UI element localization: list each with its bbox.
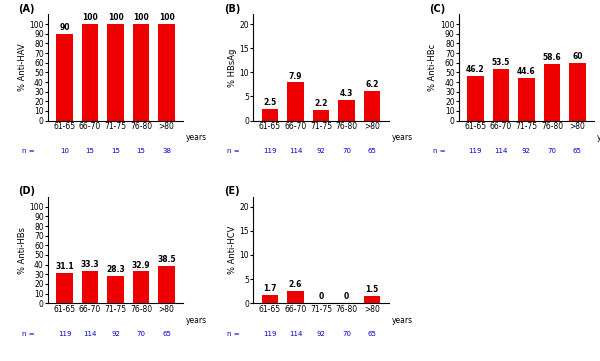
Text: 65: 65 (368, 148, 376, 154)
Text: 2.6: 2.6 (289, 280, 302, 289)
Bar (467, 76, 484, 121)
Text: (D): (D) (18, 186, 35, 196)
Text: 100: 100 (82, 13, 98, 22)
Text: 0: 0 (344, 292, 349, 301)
Bar (262, 109, 278, 121)
Text: 32.9: 32.9 (132, 261, 151, 270)
Text: 70: 70 (547, 148, 556, 154)
Text: 100: 100 (107, 13, 124, 22)
Text: years: years (186, 133, 207, 142)
Text: (A): (A) (18, 4, 35, 14)
Text: 92: 92 (317, 331, 325, 337)
Text: 1.5: 1.5 (365, 285, 379, 294)
Text: (C): (C) (429, 4, 445, 14)
Text: 114: 114 (289, 148, 302, 154)
Bar (158, 266, 175, 303)
Bar (82, 271, 98, 303)
Bar (107, 24, 124, 121)
Y-axis label: % Anti-HCV: % Anti-HCV (228, 226, 237, 274)
Bar (493, 69, 509, 121)
Bar (364, 91, 380, 121)
Text: years: years (391, 133, 412, 142)
Text: 70: 70 (342, 148, 351, 154)
Text: 28.3: 28.3 (106, 265, 125, 274)
Text: 114: 114 (494, 148, 508, 154)
Text: years: years (186, 316, 207, 325)
Text: 114: 114 (289, 331, 302, 337)
Text: 60: 60 (572, 52, 583, 61)
Bar (569, 63, 586, 121)
Bar (133, 271, 149, 303)
Text: years: years (597, 133, 600, 142)
Text: n =: n = (433, 148, 445, 154)
Text: years: years (391, 316, 412, 325)
Bar (518, 78, 535, 121)
Bar (313, 110, 329, 121)
Text: 6.2: 6.2 (365, 80, 379, 89)
Y-axis label: % Anti-HAV: % Anti-HAV (17, 44, 26, 91)
Text: 119: 119 (469, 148, 482, 154)
Text: 10: 10 (60, 148, 69, 154)
Bar (262, 295, 278, 303)
Text: n =: n = (22, 148, 34, 154)
Y-axis label: % Anti-HBc: % Anti-HBc (428, 44, 437, 91)
Text: 15: 15 (86, 148, 95, 154)
Text: 33.3: 33.3 (81, 260, 100, 269)
Text: 1.7: 1.7 (263, 284, 277, 293)
Text: 65: 65 (573, 148, 582, 154)
Text: 53.5: 53.5 (492, 58, 510, 67)
Text: 15: 15 (111, 148, 120, 154)
Text: 114: 114 (83, 331, 97, 337)
Text: 44.6: 44.6 (517, 67, 536, 76)
Text: 15: 15 (137, 148, 146, 154)
Text: 92: 92 (317, 148, 325, 154)
Bar (287, 83, 304, 121)
Bar (287, 291, 304, 303)
Text: (B): (B) (224, 4, 240, 14)
Text: 92: 92 (111, 331, 120, 337)
Bar (82, 24, 98, 121)
Bar (56, 273, 73, 303)
Text: 38.5: 38.5 (157, 255, 176, 264)
Bar (544, 64, 560, 121)
Text: 2.5: 2.5 (263, 97, 277, 106)
Text: n =: n = (22, 331, 34, 337)
Bar (364, 296, 380, 303)
Text: 70: 70 (137, 331, 146, 337)
Text: 2.2: 2.2 (314, 99, 328, 108)
Text: 7.9: 7.9 (289, 71, 302, 81)
Text: 46.2: 46.2 (466, 65, 485, 74)
Text: 119: 119 (263, 148, 277, 154)
Bar (338, 100, 355, 121)
Text: 92: 92 (522, 148, 531, 154)
Bar (56, 34, 73, 121)
Text: 4.3: 4.3 (340, 89, 353, 98)
Text: 31.1: 31.1 (55, 262, 74, 271)
Bar (133, 24, 149, 121)
Bar (158, 24, 175, 121)
Y-axis label: % Anti-HBs: % Anti-HBs (17, 227, 26, 274)
Bar (107, 276, 124, 303)
Text: n =: n = (227, 331, 240, 337)
Text: n =: n = (227, 148, 240, 154)
Text: 70: 70 (342, 331, 351, 337)
Text: 90: 90 (59, 23, 70, 32)
Text: 119: 119 (263, 331, 277, 337)
Y-axis label: % HBsAg: % HBsAg (228, 48, 237, 87)
Text: 119: 119 (58, 331, 71, 337)
Text: 38: 38 (162, 148, 171, 154)
Text: 0: 0 (319, 292, 323, 301)
Text: 58.6: 58.6 (542, 53, 561, 62)
Text: 100: 100 (158, 13, 175, 22)
Text: 100: 100 (133, 13, 149, 22)
Text: (E): (E) (224, 186, 239, 196)
Text: 65: 65 (368, 331, 376, 337)
Text: 65: 65 (162, 331, 171, 337)
